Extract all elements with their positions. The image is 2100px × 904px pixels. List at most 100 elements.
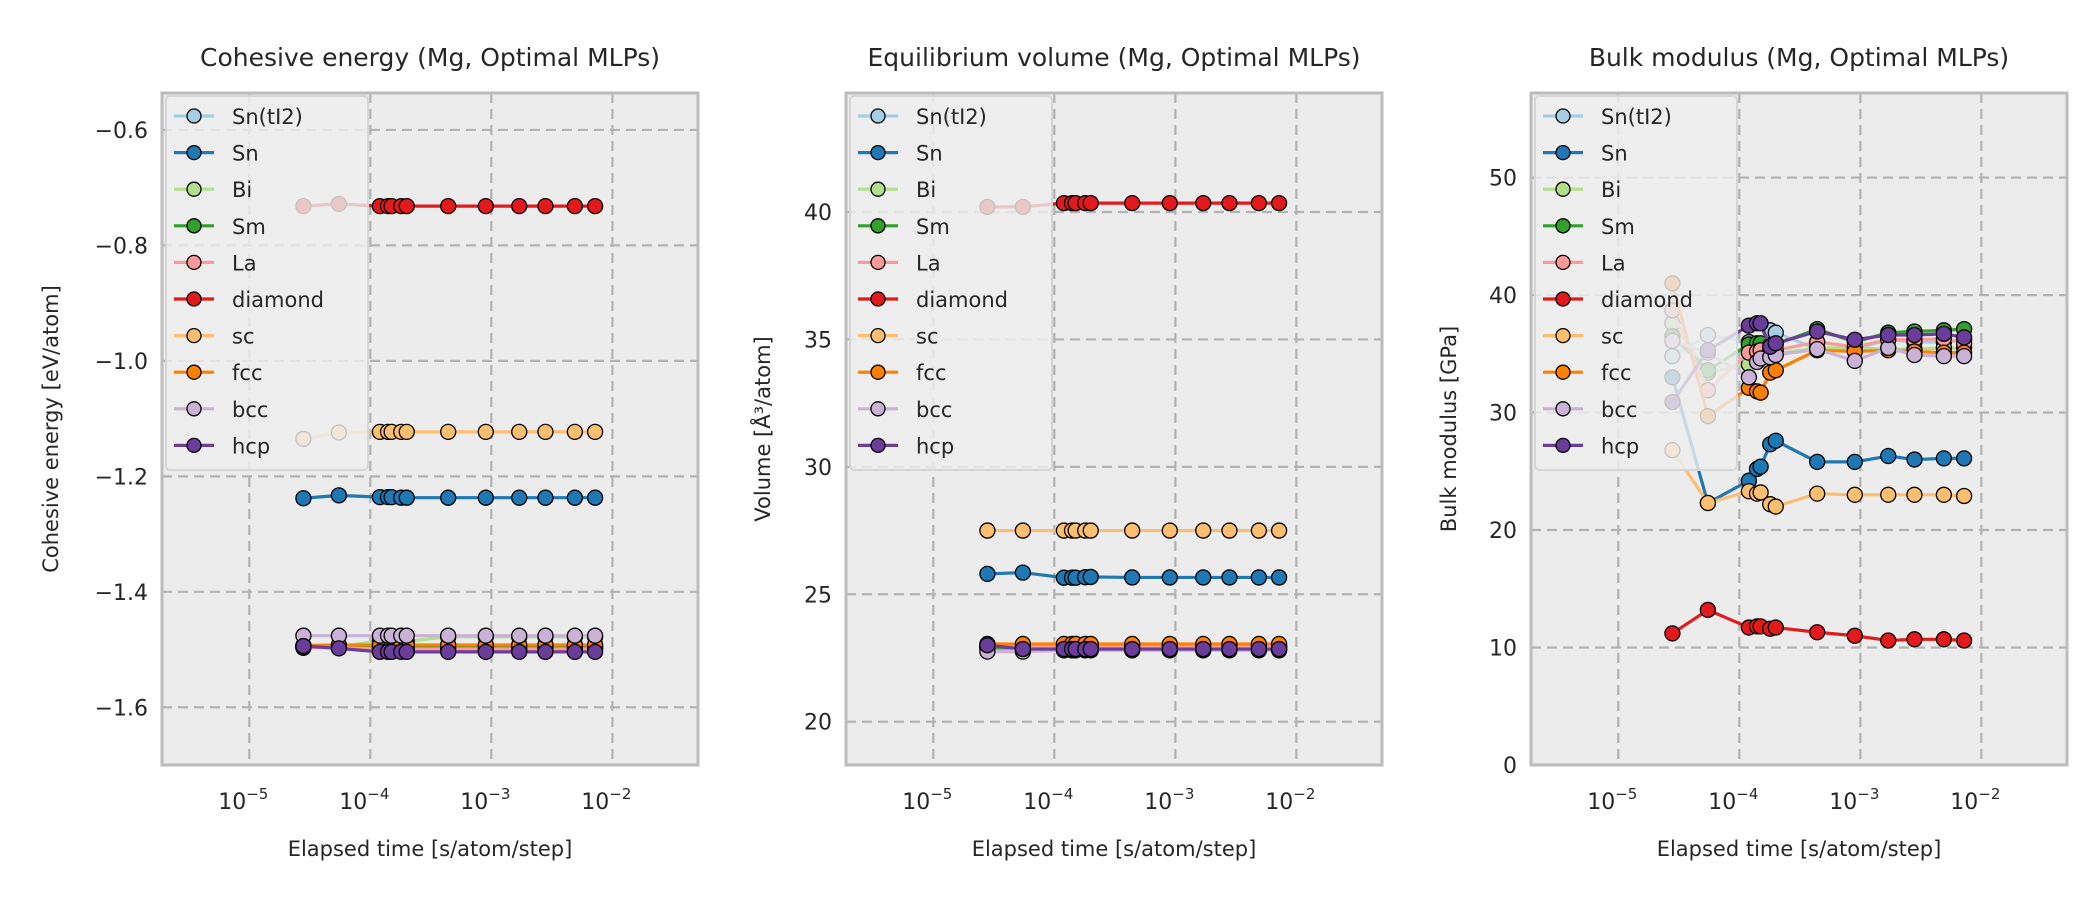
- legend-item-fcc: fcc: [1543, 361, 1632, 385]
- legend-box: [1534, 95, 1738, 471]
- data-point: [1124, 522, 1141, 539]
- legend-label: fcc: [916, 361, 947, 385]
- data-point: [566, 489, 584, 506]
- legend-label: diamond: [232, 288, 324, 312]
- legend-item-la: La: [1543, 251, 1626, 275]
- data-point: [1195, 640, 1212, 658]
- legend-item-bcc: bcc: [174, 398, 268, 422]
- data-point: [1906, 326, 1923, 344]
- legend-marker-icon: [1555, 364, 1571, 380]
- legend-label: Sm: [1601, 215, 1635, 239]
- legend-marker-icon: [870, 401, 886, 417]
- data-point: [1699, 494, 1717, 512]
- data-point: [295, 490, 312, 507]
- y-axis-label: Volume [Å³/atom]: [749, 336, 775, 521]
- data-point: [1809, 340, 1826, 358]
- legend-label: Sm: [232, 215, 266, 239]
- data-point: [1221, 640, 1238, 658]
- legend-marker-icon: [1555, 144, 1571, 161]
- data-point: [511, 489, 528, 506]
- legend-label: hcp: [916, 434, 954, 458]
- data-point: [1124, 569, 1141, 586]
- y-tick-label: 25: [804, 583, 832, 608]
- legend-item-fcc: fcc: [858, 361, 947, 385]
- series-diamond: [1664, 601, 1973, 649]
- legend-item-hcp: hcp: [174, 434, 270, 458]
- data-point: [566, 423, 584, 441]
- series-hcp: [1664, 315, 1973, 411]
- legend-item-bi: Bi: [858, 178, 936, 202]
- data-point: [1955, 632, 1973, 649]
- data-point: [1014, 522, 1032, 539]
- legend-marker-icon: [1555, 401, 1571, 417]
- legend-label: hcp: [232, 434, 270, 458]
- chart-panel-2: Equilibrium volume (Mg, Optimal MLPs) 20 2…: [749, 43, 1384, 861]
- data-point: [1221, 194, 1238, 212]
- data-point: [1740, 369, 1758, 386]
- data-point: [1767, 498, 1784, 515]
- legend-label: bcc: [916, 398, 952, 422]
- data-point: [1082, 522, 1099, 539]
- data-point: [979, 565, 996, 583]
- axes-frame: [1529, 91, 2069, 767]
- legend: Sn(tI2) Sn Bi Sm La diamond sc fcc bcc hcp: [849, 95, 1053, 471]
- legend-marker-icon: [870, 218, 886, 234]
- data-point: [1699, 601, 1717, 619]
- data-point: [1270, 569, 1288, 586]
- legend-label: bcc: [232, 398, 268, 422]
- data-point: [566, 643, 584, 660]
- data-point: [537, 198, 554, 215]
- data-point: [1124, 194, 1141, 212]
- legend-item-hcp: hcp: [1543, 434, 1639, 458]
- data-point: [440, 627, 457, 644]
- legend-item-bcc: bcc: [1543, 398, 1637, 422]
- data-point: [1846, 352, 1863, 370]
- legend-label: Sn: [232, 142, 259, 166]
- legend-label: diamond: [916, 288, 1008, 312]
- data-point: [1880, 326, 1897, 344]
- data-point: [1955, 487, 1973, 505]
- legend-item-bcc: bcc: [858, 398, 952, 422]
- y-tick-label: −0.6: [95, 119, 148, 144]
- legend-marker-icon: [1555, 108, 1571, 124]
- data-point: [1955, 329, 1973, 346]
- legend-label: diamond: [1601, 288, 1693, 312]
- legend-box: [165, 95, 369, 471]
- legend-label: bcc: [1601, 398, 1637, 422]
- legend-marker-icon: [1555, 254, 1571, 271]
- data-point: [537, 423, 554, 441]
- data-point: [477, 489, 494, 506]
- series-sn: [295, 487, 604, 507]
- legend-item-sc: sc: [1543, 325, 1624, 349]
- legend-label: Sn: [916, 142, 943, 166]
- legend-label: La: [1601, 251, 1626, 275]
- data-point: [1124, 640, 1141, 658]
- legend-marker-icon: [870, 181, 886, 197]
- legend: Sn(tI2) Sn Bi Sm La diamond sc fcc bcc hcp: [1534, 95, 1738, 471]
- data-point: [1270, 640, 1288, 658]
- data-point: [1935, 348, 1953, 365]
- x-tick-label: 10−3: [1829, 785, 1879, 815]
- legend-marker-icon: [1555, 218, 1571, 234]
- x-tick-label: 10−4: [1023, 785, 1073, 815]
- series-bcc: [295, 627, 604, 644]
- legend-marker-icon: [870, 437, 886, 454]
- y-tick-label: −1.2: [95, 465, 148, 490]
- data-point: [1270, 194, 1288, 212]
- data-point: [1955, 450, 1973, 467]
- legend-label: Sn(tI2): [1601, 105, 1672, 129]
- legend-marker-icon: [870, 327, 886, 344]
- chart-panel-3: Bulk modulus (Mg, Optimal MLPs) 0 10 20 30 40…: [1437, 43, 2069, 861]
- data-point: [1846, 627, 1863, 644]
- data-point: [979, 522, 996, 539]
- data-point: [1880, 632, 1897, 649]
- data-point: [1161, 522, 1178, 539]
- legend-marker-icon: [870, 254, 886, 271]
- data-point: [1935, 450, 1953, 467]
- data-point: [1906, 486, 1923, 503]
- data-point: [1752, 384, 1769, 401]
- data-point: [398, 643, 415, 660]
- data-point: [1250, 569, 1268, 586]
- x-tick-label: 10−2: [1950, 785, 2000, 815]
